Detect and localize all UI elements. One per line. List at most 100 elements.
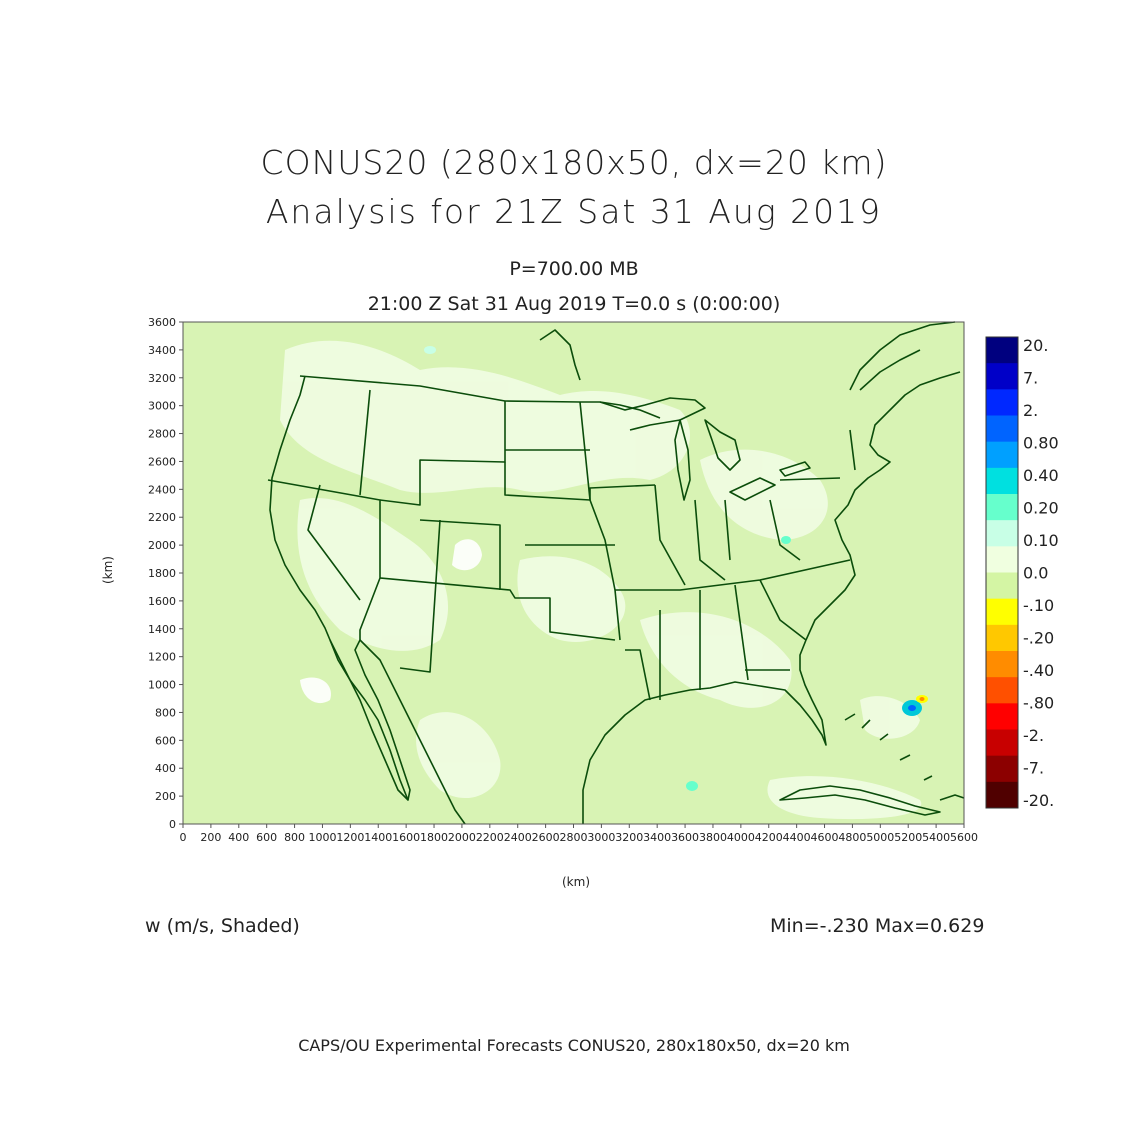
- y-tick-label: 600: [155, 734, 176, 747]
- footer-credit: CAPS/OU Experimental Forecasts CONUS20, …: [298, 1036, 850, 1055]
- x-tick-label: 1400: [364, 831, 392, 844]
- x-tick-label: 2200: [476, 831, 504, 844]
- x-tick-label: 3800: [699, 831, 727, 844]
- canada-coast: [849, 321, 956, 391]
- x-tick-label: 4400: [783, 831, 811, 844]
- lake-superior: [599, 397, 706, 431]
- legend-swatch: [986, 337, 1018, 364]
- legend-label: 20.: [1023, 336, 1048, 355]
- x-tick-label: 3600: [671, 831, 699, 844]
- legend-label: -20.: [1023, 791, 1054, 810]
- y-tick-label: 2600: [148, 455, 176, 468]
- legend-swatch: [986, 467, 1018, 495]
- x-tick-label: 800: [284, 831, 305, 844]
- legend-swatch: [986, 441, 1018, 469]
- legend-label: -.10: [1023, 596, 1054, 615]
- legend-label: 7.: [1023, 369, 1038, 388]
- x-tick-label: 1200: [336, 831, 364, 844]
- legend-swatch: [986, 520, 1018, 547]
- x-tick-label: 4800: [838, 831, 866, 844]
- y-tick-label: 3000: [148, 400, 176, 413]
- legend-label: -2.: [1023, 726, 1044, 745]
- variable-label: w (m/s, Shaded): [145, 915, 300, 937]
- legend-swatch: [986, 546, 1018, 573]
- x-tick-label: 200: [200, 831, 221, 844]
- x-tick-label: 1800: [420, 831, 448, 844]
- x-tick-label: 5400: [922, 831, 950, 844]
- y-tick-label: 2200: [148, 511, 176, 524]
- color-legend: 20. 7. 2. 0.80 0.40 0.20 0.10 0.0 -.10 -.20 -.40 -.…: [985, 336, 1059, 810]
- legend-frame: [985, 336, 1019, 809]
- legend-swatch: [986, 703, 1018, 730]
- atlantic-coast: [805, 371, 961, 641]
- cyan-features: [424, 346, 928, 791]
- y-tick-label: 1800: [148, 567, 176, 580]
- gulf-coast: [582, 639, 827, 824]
- legend-swatch: [986, 572, 1018, 600]
- x-tick-label: 5200: [894, 831, 922, 844]
- legend-swatch: [986, 781, 1018, 809]
- lake-ontario: [779, 461, 811, 477]
- y-tick-label: 3600: [148, 316, 176, 329]
- us-canada-border: [299, 375, 661, 419]
- lake-michigan: [674, 419, 691, 501]
- legend-label: -.40: [1023, 661, 1054, 680]
- legend-label: -.20: [1023, 629, 1054, 648]
- legend-label: 0.80: [1023, 434, 1059, 453]
- y-tick-label: 1600: [148, 595, 176, 608]
- legend-swatch: [986, 729, 1018, 757]
- pacific-coast: [269, 375, 409, 801]
- legend-swatch: [986, 363, 1018, 390]
- bahamas: [844, 713, 933, 781]
- y-tick-label: 1400: [148, 623, 176, 636]
- x-axis-label: (km): [562, 875, 591, 889]
- x-tick-label: 5000: [866, 831, 894, 844]
- valid-time-label: 21:00 Z Sat 31 Aug 2019 T=0.0 s (0:00:00…: [367, 293, 781, 315]
- y-tick-label: 1200: [148, 651, 176, 664]
- x-tick-label: 2400: [504, 831, 532, 844]
- y-tick-label: 0: [169, 818, 176, 831]
- y-tick-label: 400: [155, 762, 176, 775]
- x-tick-label: 400: [228, 831, 249, 844]
- x-tick-label: 2000: [448, 831, 476, 844]
- x-tick-label: 4000: [727, 831, 755, 844]
- legend-swatch: [986, 677, 1018, 704]
- x-tick-label: 2600: [532, 831, 560, 844]
- map-boundaries: [267, 321, 965, 825]
- x-tick-label: 1600: [392, 831, 420, 844]
- legend-swatch: [986, 389, 1018, 416]
- map-panel: [182, 321, 965, 825]
- min-max-label: Min=-.230 Max=0.629: [770, 915, 985, 937]
- legend-label: 0.0: [1023, 564, 1048, 583]
- legend-label: -7.: [1023, 759, 1044, 778]
- x-tick-label: 3400: [643, 831, 671, 844]
- y-tick-label: 2800: [148, 428, 176, 441]
- legend-swatch: [986, 624, 1018, 652]
- legend-label: -.80: [1023, 694, 1054, 713]
- legend-swatch: [986, 598, 1018, 626]
- baja-peninsula: [329, 639, 411, 801]
- x-tick-label: 4200: [755, 831, 783, 844]
- legend-label: 2.: [1023, 401, 1038, 420]
- pressure-level-label: P=700.00 MB: [509, 258, 639, 280]
- y-tick-label: 200: [155, 790, 176, 803]
- x-tick-label: 600: [256, 831, 277, 844]
- white-patches: [300, 539, 482, 704]
- x-axis-ticks: 0 200 400 600 800 1000 1200 1400 1600 1800 2000 220…: [180, 824, 978, 844]
- x-tick-label: 2800: [560, 831, 588, 844]
- hispaniola: [939, 794, 965, 801]
- y-tick-label: 2000: [148, 539, 176, 552]
- lake-erie: [729, 477, 776, 501]
- x-tick-label: 4600: [811, 831, 839, 844]
- y-tick-label: 2400: [148, 483, 176, 496]
- y-tick-label: 800: [155, 706, 176, 719]
- map-title: CONUS20 (280x180x50, dx=20 km): [260, 143, 888, 182]
- legend-swatch: [986, 651, 1018, 678]
- y-tick-label: 3400: [148, 344, 176, 357]
- legend-label: 0.40: [1023, 466, 1059, 485]
- legend-label: 0.10: [1023, 531, 1059, 550]
- legend-swatch: [986, 755, 1018, 783]
- legend-swatch: [986, 494, 1018, 521]
- legend-label: 0.20: [1023, 499, 1059, 518]
- y-tick-label: 1000: [148, 679, 176, 692]
